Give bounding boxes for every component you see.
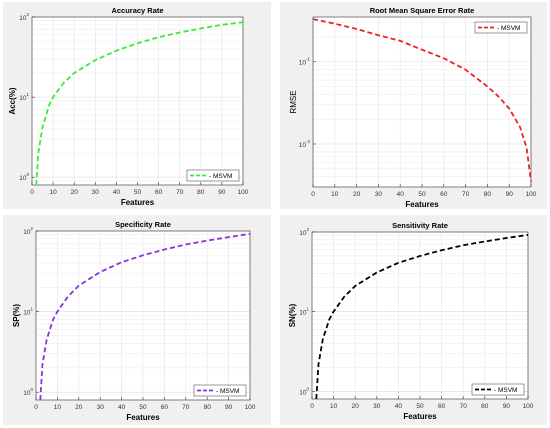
- x-tick-label: 40: [118, 404, 126, 411]
- legend-box: [474, 21, 528, 34]
- x-tick-label: 100: [526, 191, 537, 198]
- x-tick-label: 0: [34, 404, 38, 411]
- chart-1: 0 10 20 30 40 50 60 70 80 90 100 100 101 102 Accuracy …: [8, 6, 249, 207]
- y-tick-label: 101: [299, 307, 309, 317]
- chart-4: 0 10 20 30 40 50 60 70 80 90 100 100 101 102 Sensitivi…: [288, 221, 534, 421]
- series-line-msvm: [39, 233, 251, 401]
- y-tick-label: 102: [299, 227, 309, 237]
- x-tick-label: 60: [161, 404, 169, 411]
- y-tick-label: 100: [19, 172, 29, 182]
- x-tick-label: 30: [373, 403, 381, 410]
- y-axis-label: SN(%): [288, 303, 297, 327]
- x-tick-label: 10: [49, 189, 57, 196]
- chart-title: Sensitivity Rate: [392, 221, 448, 230]
- y-axis-label: RMSE: [289, 90, 298, 113]
- x-tick-label: 40: [113, 189, 121, 196]
- x-tick-label: 90: [506, 191, 514, 198]
- y-axis-label: SP(%): [12, 304, 21, 327]
- legend-label: - MSVM: [497, 25, 520, 32]
- x-axis-label: Features: [126, 413, 160, 422]
- x-tick-label: 20: [71, 189, 79, 196]
- axes-box: [31, 16, 244, 186]
- chart-title: Accuracy Rate: [111, 6, 163, 15]
- y-tick-label: 100: [23, 387, 33, 397]
- x-tick-label: 70: [176, 189, 184, 196]
- x-tick-label: 100: [238, 189, 249, 196]
- x-tick-label: 20: [353, 191, 361, 198]
- x-tick-label: 50: [134, 189, 142, 196]
- x-tick-label: 90: [503, 403, 511, 410]
- y-tick-label: 10-1: [299, 57, 311, 67]
- series-line-msvm: [35, 21, 244, 186]
- legend-label: - MSVM: [216, 388, 239, 395]
- x-tick-label: 50: [139, 404, 147, 411]
- x-tick-label: 30: [92, 189, 100, 196]
- x-tick-label: 70: [462, 191, 470, 198]
- legend-box: [471, 383, 525, 396]
- x-tick-label: 90: [225, 404, 233, 411]
- x-tick-label: 40: [397, 191, 405, 198]
- x-tick-label: 30: [375, 191, 383, 198]
- y-tick-label: 102: [19, 12, 29, 22]
- x-tick-label: 20: [352, 403, 360, 410]
- legend-box: [193, 384, 247, 397]
- x-tick-label: 70: [460, 403, 468, 410]
- x-tick-label: 0: [30, 189, 34, 196]
- x-tick-label: 50: [416, 403, 424, 410]
- x-tick-label: 80: [197, 189, 205, 196]
- axes-box: [312, 16, 532, 188]
- x-tick-label: 10: [54, 404, 62, 411]
- x-tick-label: 30: [97, 404, 105, 411]
- y-tick-label: 10-2: [299, 139, 311, 149]
- y-tick-label: 101: [19, 92, 29, 102]
- x-tick-label: 50: [418, 191, 426, 198]
- x-tick-label: 60: [440, 191, 448, 198]
- x-tick-label: 80: [484, 191, 492, 198]
- legend-label: - MSVM: [494, 387, 517, 394]
- chart-title: Specificity Rate: [115, 220, 171, 229]
- x-tick-label: 60: [155, 189, 163, 196]
- x-tick-label: 10: [330, 403, 338, 410]
- x-tick-label: 60: [438, 403, 446, 410]
- x-tick-label: 100: [523, 403, 534, 410]
- y-axis-label: Acc(%): [8, 87, 17, 114]
- x-tick-label: 10: [331, 191, 339, 198]
- x-tick-label: 80: [204, 404, 212, 411]
- legend-label: - MSVM: [209, 173, 232, 180]
- axes-box: [311, 231, 529, 400]
- series-line-msvm: [312, 18, 532, 182]
- x-tick-label: 0: [310, 403, 314, 410]
- y-tick-label: 102: [23, 226, 33, 236]
- chart-title: Root Mean Square Error Rate: [370, 6, 475, 15]
- y-tick-label: 101: [23, 307, 33, 317]
- x-axis-label: Features: [121, 198, 155, 207]
- x-tick-label: 20: [75, 404, 83, 411]
- x-tick-label: 70: [182, 404, 190, 411]
- chart-2: 0 10 20 30 40 50 60 70 80 90 100 10-2 10-1 Root Mean …: [289, 6, 537, 209]
- x-axis-label: Features: [403, 412, 437, 421]
- x-tick-label: 100: [245, 404, 256, 411]
- axes-box: [35, 230, 251, 401]
- x-tick-label: 80: [481, 403, 489, 410]
- y-tick-label: 100: [299, 386, 309, 396]
- x-tick-label: 40: [395, 403, 403, 410]
- chart-3: 0 10 20 30 40 50 60 70 80 90 100 100 101 102 Specifici…: [12, 220, 256, 422]
- x-tick-label: 90: [218, 189, 226, 196]
- series-line-msvm: [315, 234, 529, 400]
- x-tick-label: 0: [311, 191, 315, 198]
- x-axis-label: Features: [405, 200, 439, 209]
- legend-box: [186, 169, 240, 182]
